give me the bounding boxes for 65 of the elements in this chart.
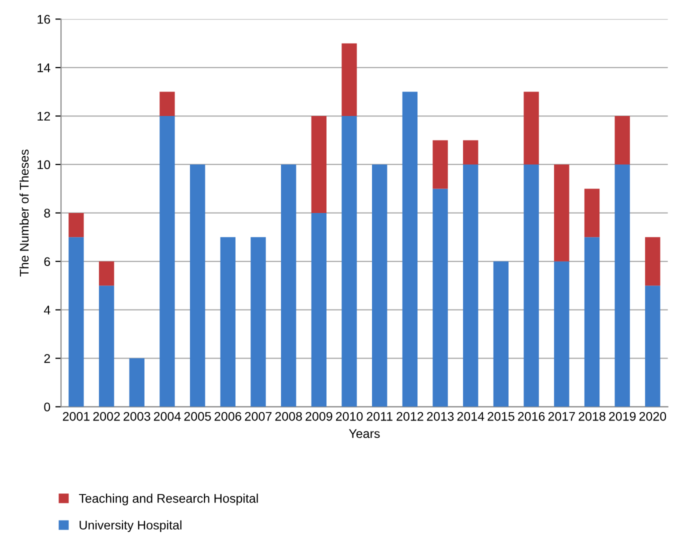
y-tick-label: 10 <box>38 160 50 170</box>
bar <box>645 286 660 407</box>
x-tick-label: 2020 <box>639 412 666 421</box>
bar <box>554 261 570 407</box>
x-tick-label: 2007 <box>244 412 272 421</box>
y-tick-label: 2 <box>44 354 50 363</box>
x-tick-label: 2001 <box>62 412 90 421</box>
bar <box>432 188 448 407</box>
bar <box>311 116 326 213</box>
bar <box>98 261 114 286</box>
y-tick-label: 6 <box>44 257 50 266</box>
bar <box>68 237 84 407</box>
x-tick-label: 2008 <box>275 412 302 421</box>
bar <box>372 164 388 407</box>
y-axis-title: The Number of Theses <box>19 150 29 276</box>
x-tick-label: 2010 <box>336 412 363 421</box>
x-tick-label: 2004 <box>154 412 181 421</box>
bar <box>463 140 478 164</box>
bar <box>160 116 175 407</box>
x-tick-label: 2006 <box>214 412 242 421</box>
bar <box>554 164 570 262</box>
y-tick-label: 12 <box>38 112 50 121</box>
bar <box>614 164 630 407</box>
x-tick-label: 2013 <box>427 412 454 421</box>
legend-label: University Hospital <box>80 520 182 532</box>
x-tick-label: 2011 <box>366 412 392 421</box>
x-axis-title: Years <box>348 429 380 438</box>
bar <box>342 116 357 407</box>
bar <box>342 43 357 116</box>
bar <box>432 140 448 189</box>
x-tick-label: 2017 <box>548 412 575 421</box>
bar <box>463 164 478 407</box>
x-tick-label: 2019 <box>609 412 636 421</box>
x-tick-label: 2009 <box>306 412 332 421</box>
legend-label: Teaching and Research Hospital <box>78 494 258 506</box>
bar <box>524 164 539 407</box>
bar <box>98 286 114 407</box>
x-tick-label: 2002 <box>93 412 120 421</box>
y-tick-label: 4 <box>44 306 50 314</box>
x-tick-label: 2003 <box>124 412 150 421</box>
bar <box>645 237 660 286</box>
bar <box>584 237 600 407</box>
x-tick-label: 2012 <box>396 412 424 421</box>
bar <box>190 164 206 407</box>
bar <box>524 92 539 164</box>
y-tick-label: 14 <box>38 63 50 72</box>
y-tick-label: 8 <box>44 208 50 218</box>
x-tick-label: 2015 <box>488 412 514 421</box>
x-tick-label: 2014 <box>457 412 484 421</box>
bar <box>129 358 144 407</box>
x-tick-label: 2005 <box>184 412 211 421</box>
bar <box>311 212 326 407</box>
bar <box>220 237 236 407</box>
bar <box>402 92 418 407</box>
bar <box>280 164 296 407</box>
bar <box>584 188 600 238</box>
x-tick-label: 2016 <box>518 412 545 421</box>
bar <box>160 92 175 116</box>
bar <box>68 212 84 238</box>
y-tick-label: 0 <box>44 402 50 412</box>
bar <box>250 237 266 407</box>
x-tick-label: 2018 <box>578 412 606 421</box>
bar <box>493 261 509 407</box>
bar <box>614 116 630 164</box>
y-tick-label: 16 <box>38 14 50 24</box>
